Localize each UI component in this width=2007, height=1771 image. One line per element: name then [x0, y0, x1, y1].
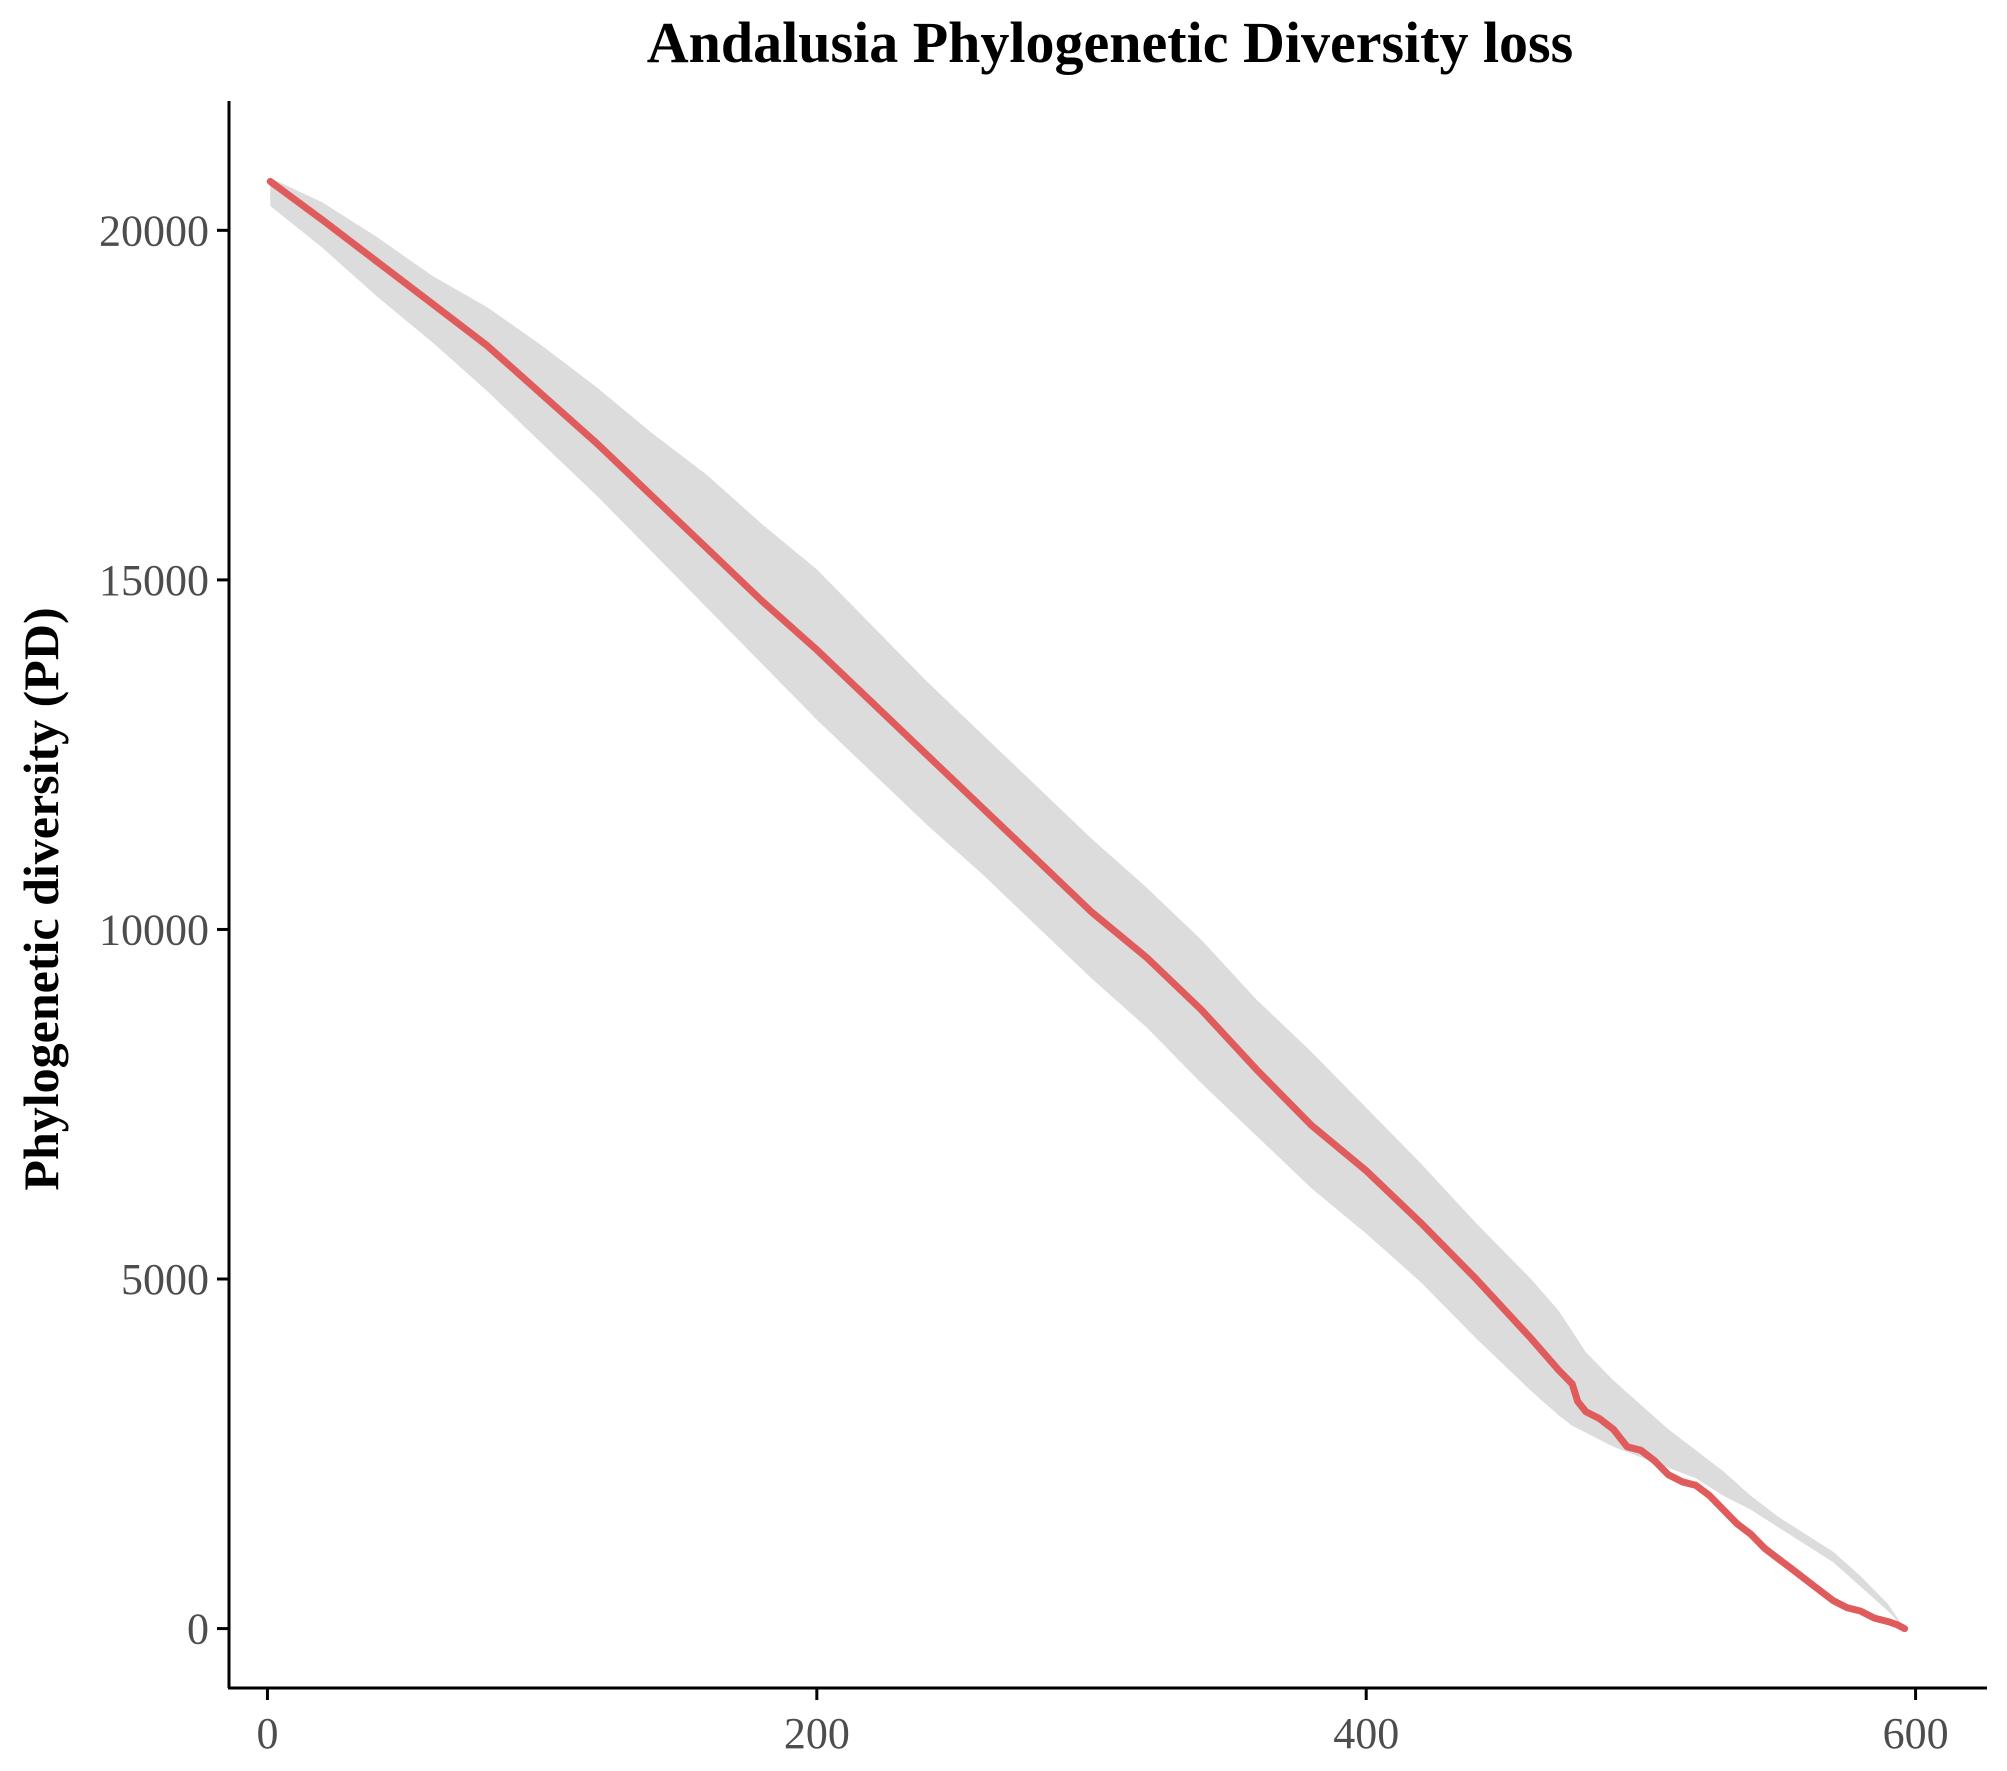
x-tick-label: 600 — [1883, 1709, 1949, 1758]
x-axis-ticks: 0 200 400 600 — [256, 1688, 1949, 1758]
y-tick-label: 0 — [187, 1605, 209, 1654]
y-tick-label: 20000 — [99, 206, 209, 255]
x-tick-label: 0 — [256, 1709, 278, 1758]
mean-pd-line — [266, 177, 1909, 1633]
y-tick-label: 10000 — [99, 905, 209, 954]
y-axis-ticks: 0 5000 10000 15000 20000 — [99, 206, 229, 1654]
x-tick-label: 200 — [784, 1709, 850, 1758]
y-tick-label: 5000 — [121, 1255, 209, 1304]
plot-area — [266, 177, 1909, 1633]
y-tick-label: 15000 — [99, 556, 209, 605]
chart-title: Andalusia Phylogenetic Diversity loss — [647, 10, 1573, 75]
y-axis-label: Phylogenetic diversity (PD) — [13, 607, 69, 1190]
x-tick-label: 400 — [1333, 1709, 1399, 1758]
